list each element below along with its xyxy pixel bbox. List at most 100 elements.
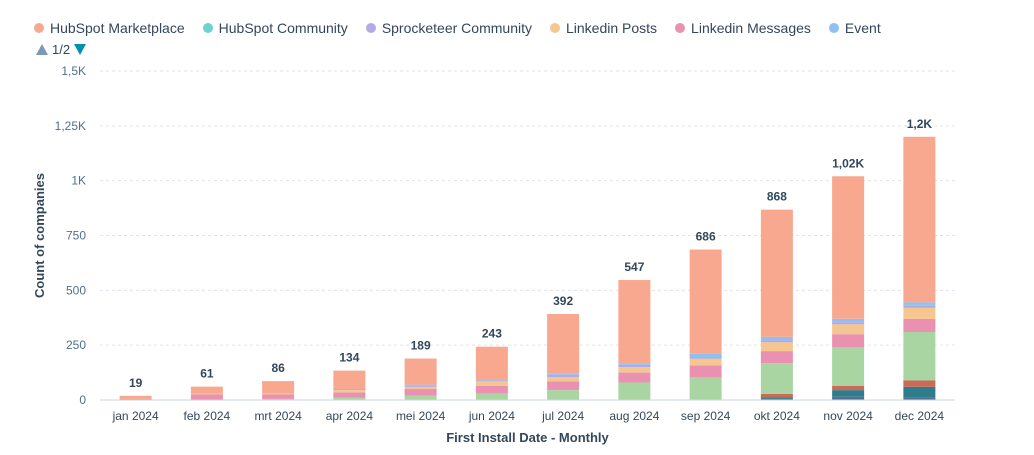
bar-segment [903,307,936,319]
bar-segment [262,393,295,395]
y-tick-label: 1,25K [55,119,86,133]
bar-segment [760,398,793,400]
bar-segment [119,398,152,400]
bar-segment [333,389,366,391]
bar-segment [262,381,295,394]
legend-swatch [675,23,686,33]
bar-segment [404,389,437,396]
bar-segment [760,209,793,337]
bar-total-label: 61 [200,367,214,381]
y-tick-label: 1,5K [61,64,86,78]
bar-segment [618,280,651,364]
legend-item[interactable]: Sprocketeer Community [365,20,532,36]
bar-segment [333,392,366,398]
bar-segment [689,377,722,400]
x-tick-label: apr 2024 [326,409,374,423]
bar-segment [475,380,508,382]
legend-label: HubSpot Marketplace [50,20,185,36]
bar-total-label: 134 [339,351,359,365]
bar-segment [760,397,793,399]
bar-segment [404,384,437,386]
bar-segment [760,351,793,364]
bar-segment [547,374,580,377]
bar-segment [760,393,793,398]
bar-total-label: 686 [696,230,716,244]
x-tick-label: aug 2024 [609,409,659,423]
bar-segment [618,363,651,365]
bar-segment [832,318,865,322]
bar-segment [689,365,722,378]
x-tick-label: mei 2024 [396,409,446,423]
bar-segment [547,390,580,400]
x-tick-label: nov 2024 [823,409,873,423]
bar-total-label: 868 [767,190,787,204]
bar-segment [618,364,651,368]
bar-segment [262,398,295,400]
bar-segment [475,385,508,394]
bar-segment [689,358,722,366]
bar-total-label: 189 [411,339,431,353]
bar-segment [404,395,437,400]
legend-item[interactable]: Linkedin Posts [549,20,658,36]
bar-segment [760,336,793,340]
legend-label: Event [844,20,881,36]
bar-segment [903,332,936,381]
bar-total-label: 86 [271,361,285,375]
bar-segment [903,380,936,387]
bar-segment [190,386,223,394]
legend-item[interactable]: Linkedin Messages [675,20,811,36]
bar-segment [760,340,793,343]
bar-segment [903,397,936,400]
bar-segment [832,176,865,319]
bar-segment [832,321,865,323]
bar-segment [119,395,152,399]
bar-total-label: 243 [482,327,502,341]
bar-segment [832,396,865,400]
legend-pager: 1/2 [36,42,87,57]
legend-item[interactable]: HubSpot Community [202,20,348,36]
bar-segment [262,394,295,399]
bar-segment [903,305,936,308]
bar-segment [404,386,437,390]
x-tick-label: okt 2024 [754,409,800,423]
legend-swatch [549,23,560,33]
bar-segment [547,314,580,374]
pager-up-icon[interactable] [36,44,48,55]
bar-segment [618,382,651,400]
x-axis-title: First Install Date - Monthly [446,430,609,445]
bar-total-label: 1,2K [907,117,933,131]
legend-label: Sprocketeer Community [381,20,532,36]
bar-segment [618,367,651,373]
bar-segment [832,390,865,397]
bar-segment [903,136,936,303]
legend-item[interactable]: HubSpot Marketplace [34,20,185,36]
y-tick-label: 500 [66,283,86,297]
legend-item[interactable]: Event [828,20,881,36]
bar-segment [903,318,936,333]
bar-segment [832,334,865,348]
bar-segment [547,373,580,375]
bar-segment [903,304,936,306]
bar-segment [333,370,366,390]
bar-segment [475,346,508,380]
pager-down-icon[interactable] [74,44,87,55]
x-tick-label: mrt 2024 [254,409,302,423]
bar-segment [475,379,508,381]
legend-swatch [202,23,213,33]
bar-segment [475,393,508,400]
bar-segment [832,324,865,335]
x-tick-label: jul 2024 [541,409,584,423]
legend-swatch [365,23,376,33]
bar-segment [903,386,936,398]
bar-segment [190,393,223,395]
pager-label: 1/2 [52,42,71,57]
x-tick-label: jan 2024 [112,409,159,423]
bar-segment [547,376,580,382]
bar-segment [333,397,366,400]
legend-label: Linkedin Posts [565,20,658,36]
bar-segment [760,363,793,394]
bar-total-label: 392 [553,294,573,308]
x-tick-label: jun 2024 [468,409,515,423]
bar-segment [404,385,437,387]
